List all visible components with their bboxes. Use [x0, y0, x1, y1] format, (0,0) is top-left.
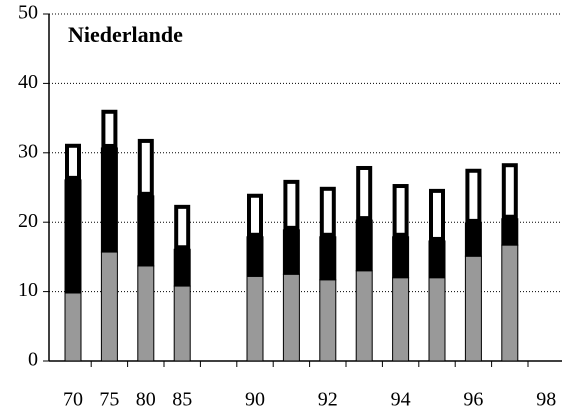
- x-tick-label: 80: [136, 389, 156, 411]
- bar-segment: [174, 204, 191, 250]
- bar-segment: [64, 292, 82, 362]
- x-tick-label: 98: [536, 389, 556, 411]
- x-tick-label: 85: [172, 389, 192, 411]
- bar-segment: [355, 219, 373, 272]
- bar-segment: [428, 240, 446, 279]
- y-tick-label: 30: [18, 140, 38, 162]
- bar-segment: [392, 184, 409, 237]
- bar-segment: [283, 179, 300, 230]
- x-tick-label: 92: [318, 389, 338, 411]
- bar-segment: [392, 236, 410, 279]
- bar-segment: [246, 236, 264, 277]
- bar-segment: [100, 251, 118, 362]
- bar-segment: [173, 248, 191, 287]
- bar-segment: [501, 244, 519, 362]
- bar-segment: [247, 193, 263, 237]
- bar-segment: [319, 186, 336, 237]
- y-tick-label: 10: [18, 279, 38, 301]
- bar-segment: [137, 195, 155, 267]
- bar-segment: [137, 265, 155, 362]
- bar-segment: [501, 218, 519, 246]
- bar-segment: [137, 138, 154, 196]
- bar-segment: [65, 143, 81, 180]
- bar-segment: [501, 163, 518, 219]
- bar-segment: [355, 270, 373, 362]
- bar-segment: [429, 188, 445, 241]
- bar-segment: [464, 255, 482, 362]
- y-tick-label: 0: [28, 349, 38, 371]
- bar-segment: [64, 179, 82, 294]
- x-tick-label: 75: [99, 389, 119, 411]
- bar-segment: [428, 277, 446, 362]
- bar-segment: [465, 168, 482, 223]
- bar-segment: [356, 165, 373, 221]
- x-tick-label: 96: [463, 389, 483, 411]
- bar-segment: [319, 236, 337, 281]
- bar-segment: [101, 109, 118, 148]
- bar-segment: [319, 279, 337, 362]
- x-tick-label: 90: [245, 389, 265, 411]
- bar-segment: [246, 275, 264, 362]
- bar-segment: [282, 273, 300, 362]
- x-tick-label: 94: [391, 389, 411, 411]
- bar-segment: [464, 222, 482, 257]
- chart-title: Niederlande: [68, 22, 183, 47]
- bar-segment: [282, 229, 300, 275]
- y-tick-label: 20: [18, 210, 38, 232]
- bar-segment: [100, 147, 118, 253]
- y-tick-label: 40: [18, 71, 38, 93]
- y-tick-label: 50: [18, 2, 38, 24]
- bar-segment: [392, 277, 410, 362]
- x-tick-label: 70: [63, 389, 83, 411]
- bar-segment: [173, 285, 191, 362]
